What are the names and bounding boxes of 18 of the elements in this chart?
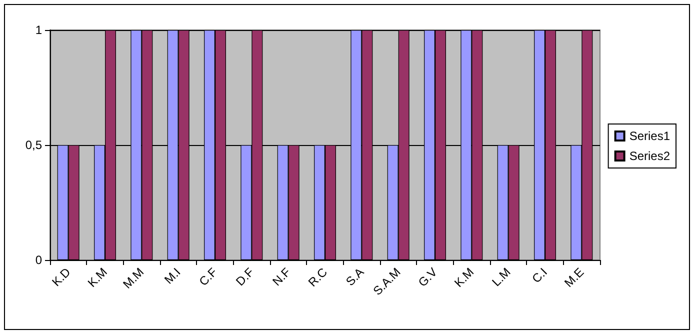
x-tick-label: D.F [233,265,257,289]
x-tick-label: M.I [162,265,184,287]
x-tick-label: K.M [452,265,477,290]
x-tick-label: L.M [489,265,514,290]
y-tick-label: 1 [35,23,42,37]
x-tick-label: M.E [562,265,587,290]
x-tick-label: K.D [49,264,74,290]
x-tick-label: R.C [305,264,330,290]
y-tick-label: 0 [35,253,42,267]
legend-label: Series2 [629,149,670,163]
x-tick-label: K.M [84,265,110,290]
x-tick-label: C.F [196,265,220,289]
y-tick-label: 0,5 [25,138,42,152]
x-tick-label: S.A [343,265,367,289]
x-tick-label: N.F [270,265,294,289]
legend-label: Series1 [629,129,670,143]
x-tick-label: G.V [415,265,440,290]
x-tick-label: C.I [529,265,550,286]
